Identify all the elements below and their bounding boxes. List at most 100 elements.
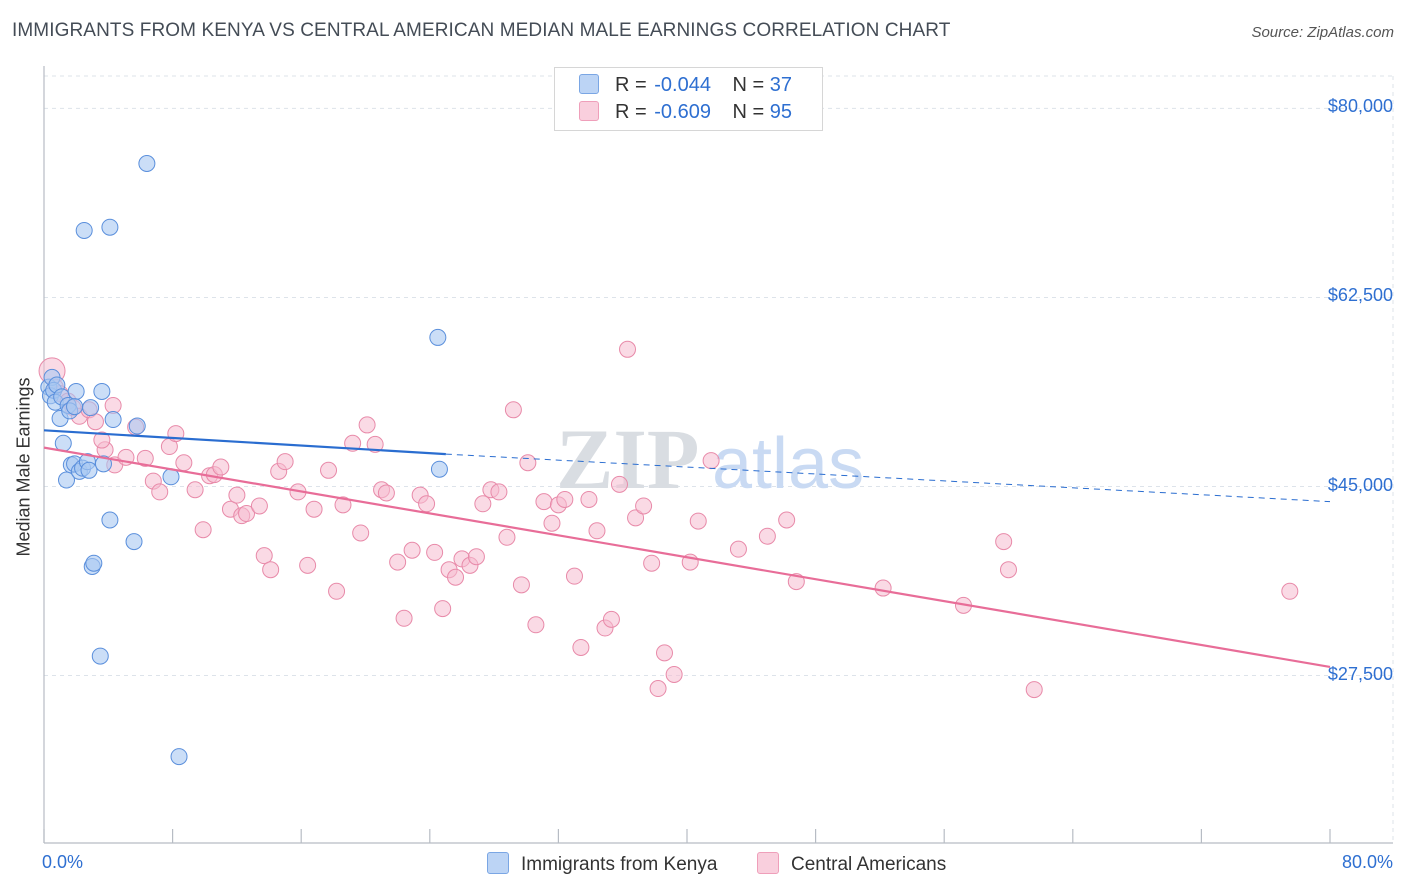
legend-row-central: R = -0.609 N = 95 bbox=[579, 101, 792, 127]
kenya-point bbox=[94, 455, 112, 473]
legend-r-kenya: -0.044 bbox=[654, 74, 711, 96]
central-american-point bbox=[610, 475, 628, 493]
central-american-point bbox=[556, 490, 574, 508]
kenya-point bbox=[91, 647, 109, 665]
kenya-point bbox=[93, 382, 111, 400]
axes bbox=[43, 66, 1393, 844]
x-tick-label-max: 80.0% bbox=[1341, 852, 1393, 872]
central-american-point bbox=[619, 340, 637, 358]
bottom-legend-label-central: Central Americans bbox=[791, 854, 947, 875]
legend-r-label: R = bbox=[615, 74, 647, 96]
legend-row-kenya: R = -0.044 N = 37 bbox=[579, 74, 792, 100]
kenya-point bbox=[125, 533, 143, 551]
kenya-point bbox=[430, 460, 448, 478]
central-american-point bbox=[328, 582, 346, 600]
central-american-point bbox=[565, 567, 583, 585]
central-american-point bbox=[689, 512, 707, 530]
central-american-point bbox=[655, 644, 673, 662]
central-american-point bbox=[136, 449, 154, 467]
y-tick-label: $45,000 bbox=[1327, 474, 1393, 495]
central-american-point bbox=[238, 505, 256, 523]
central-american-point bbox=[403, 541, 421, 559]
central-american-point bbox=[535, 493, 553, 511]
y-tick-label: $27,500 bbox=[1327, 663, 1393, 684]
kenya-point bbox=[80, 461, 98, 479]
kenya-trend-line bbox=[43, 429, 446, 456]
central-american-point bbox=[389, 553, 407, 571]
central-american-point bbox=[602, 610, 620, 628]
legend-swatch-central bbox=[579, 101, 599, 121]
central-american-point bbox=[194, 521, 212, 539]
central-american-trend-line bbox=[43, 446, 1331, 668]
central-american-point bbox=[186, 481, 204, 499]
central-american-point bbox=[447, 568, 465, 586]
central-american-point bbox=[635, 497, 653, 515]
correlation-legend: R = -0.044 N = 37 R = -0.609 N = 95 bbox=[554, 67, 823, 131]
legend-swatch-kenya bbox=[579, 74, 599, 94]
kenya-point bbox=[85, 554, 103, 572]
central-american-point bbox=[702, 452, 720, 470]
kenya-point bbox=[101, 511, 119, 529]
central-american-point bbox=[93, 431, 111, 449]
central-american-point bbox=[572, 638, 590, 656]
series-central-americans bbox=[38, 340, 1299, 699]
central-american-point bbox=[504, 401, 522, 419]
central-american-point bbox=[519, 454, 537, 472]
central-american-point bbox=[358, 416, 376, 434]
kenya-point bbox=[101, 218, 119, 236]
kenya-point bbox=[82, 399, 100, 417]
central-american-point bbox=[255, 547, 273, 565]
central-american-point bbox=[262, 561, 280, 579]
bottom-legend-swatch-central bbox=[757, 852, 779, 874]
watermark: ZIP atlas bbox=[556, 411, 864, 507]
kenya-point bbox=[138, 155, 156, 173]
central-american-point bbox=[299, 556, 317, 574]
chart-source: Source: ZipAtlas.com bbox=[1251, 24, 1394, 41]
central-american-point bbox=[665, 665, 683, 683]
kenya-point bbox=[75, 221, 93, 239]
central-american-point bbox=[512, 576, 530, 594]
kenya-point bbox=[67, 382, 85, 400]
central-american-point bbox=[643, 554, 661, 572]
chart-title: IMMIGRANTS FROM KENYA VS CENTRAL AMERICA… bbox=[12, 20, 951, 41]
central-american-point bbox=[1000, 561, 1017, 579]
central-american-point bbox=[490, 483, 508, 501]
central-american-point bbox=[527, 616, 545, 634]
x-tick-label-min: 0.0% bbox=[42, 852, 84, 872]
central-american-point bbox=[543, 514, 561, 532]
bottom-legend-central[interactable]: Central Americans bbox=[757, 852, 946, 876]
central-american-point bbox=[377, 484, 395, 502]
central-american-point bbox=[778, 511, 796, 529]
central-american-point bbox=[467, 548, 485, 566]
central-american-point bbox=[649, 680, 667, 698]
central-american-point bbox=[1025, 681, 1043, 699]
kenya-point bbox=[104, 411, 122, 429]
central-american-point bbox=[995, 533, 1013, 551]
legend-r-central: -0.609 bbox=[654, 101, 711, 123]
central-american-point bbox=[729, 540, 747, 558]
bottom-legend-kenya[interactable]: Immigrants from Kenya bbox=[487, 852, 717, 876]
central-american-point bbox=[580, 490, 598, 508]
central-american-point bbox=[627, 509, 645, 527]
legend-r-label: R = bbox=[615, 101, 647, 123]
central-american-point bbox=[474, 495, 492, 513]
central-american-point bbox=[758, 527, 776, 545]
central-american-point bbox=[334, 496, 352, 514]
central-american-point bbox=[1281, 582, 1299, 600]
watermark-atlas: atlas bbox=[712, 424, 864, 504]
watermark-zip: ZIP bbox=[556, 411, 699, 507]
kenya-point bbox=[58, 471, 76, 489]
central-american-point bbox=[250, 497, 268, 515]
kenya-point bbox=[170, 748, 188, 766]
legend-n-label: N = bbox=[732, 74, 765, 96]
central-american-point bbox=[366, 435, 384, 453]
central-american-point bbox=[874, 579, 892, 597]
kenya-trend-line-extension bbox=[445, 453, 1331, 503]
bottom-legend-swatch-kenya bbox=[487, 852, 509, 874]
central-american-point bbox=[305, 500, 323, 518]
central-american-point bbox=[212, 458, 230, 476]
central-american-point bbox=[228, 486, 246, 504]
central-american-point bbox=[434, 600, 452, 618]
legend-n-label: N = bbox=[732, 101, 765, 123]
